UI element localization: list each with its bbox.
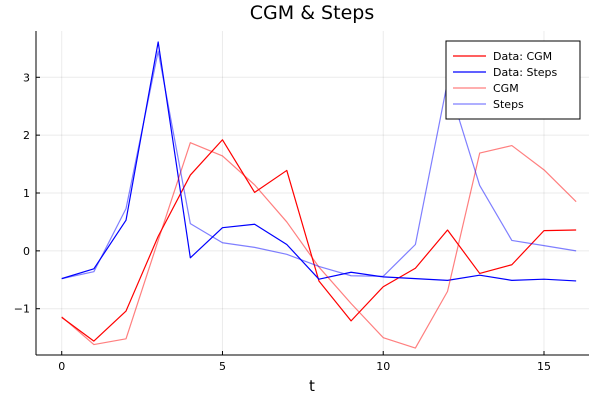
x-tick-label: 0: [58, 360, 65, 373]
x-axis-label: t: [309, 377, 315, 395]
y-tick-label: −1: [14, 303, 30, 316]
tick-labels: 0 5 10 15 −1 0 1 2 3: [14, 71, 551, 373]
x-tick-label: 10: [376, 360, 390, 373]
y-tick-label: 1: [23, 187, 30, 200]
x-tick-label: 5: [219, 360, 226, 373]
legend-entry-2: CGM: [493, 82, 519, 95]
axes: [35, 31, 589, 356]
y-tick-label: 2: [23, 129, 30, 142]
legend-box: [445, 40, 581, 120]
legend-entry-1: Data: Steps: [493, 66, 558, 79]
x-tick-label: 15: [537, 360, 551, 373]
series-line-0: [61, 139, 577, 342]
chart-title: CGM & Steps: [250, 2, 374, 24]
series-line-2: [61, 142, 577, 349]
legend-entry-0: Data: CGM: [493, 50, 552, 63]
series-lines: [61, 41, 577, 349]
y-tick-label: 3: [23, 71, 30, 84]
series-line-3: [61, 50, 577, 280]
legend: Data: CGM Data: Steps CGM Steps: [445, 40, 581, 120]
y-tick-label: 0: [23, 245, 30, 258]
legend-entry-3: Steps: [493, 98, 524, 111]
